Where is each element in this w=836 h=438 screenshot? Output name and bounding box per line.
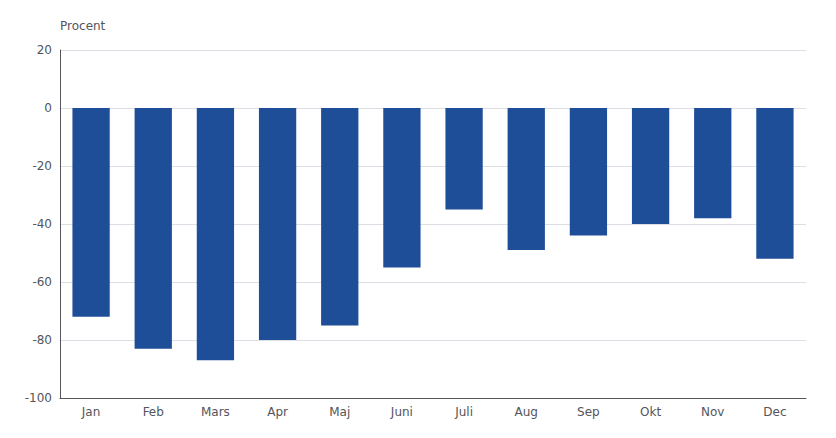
svg-text:-40: -40 — [32, 217, 52, 231]
svg-text:Aug: Aug — [515, 405, 538, 419]
svg-text:-20: -20 — [32, 159, 52, 173]
svg-text:20: 20 — [37, 43, 52, 57]
svg-text:Feb: Feb — [143, 405, 164, 419]
svg-text:Nov: Nov — [701, 405, 724, 419]
svg-text:Juli: Juli — [454, 405, 473, 419]
svg-text:0: 0 — [44, 101, 52, 115]
svg-text:-60: -60 — [32, 275, 52, 289]
svg-text:Procent: Procent — [60, 19, 106, 33]
svg-text:Jan: Jan — [81, 405, 101, 419]
svg-text:-100: -100 — [25, 391, 52, 405]
svg-text:Juni: Juni — [390, 405, 413, 419]
svg-text:Dec: Dec — [763, 405, 786, 419]
svg-text:Maj: Maj — [329, 405, 350, 419]
svg-text:Mars: Mars — [201, 405, 230, 419]
svg-text:-80: -80 — [32, 333, 52, 347]
svg-text:Sep: Sep — [577, 405, 600, 419]
svg-text:Okt: Okt — [640, 405, 661, 419]
svg-text:Apr: Apr — [267, 405, 288, 419]
